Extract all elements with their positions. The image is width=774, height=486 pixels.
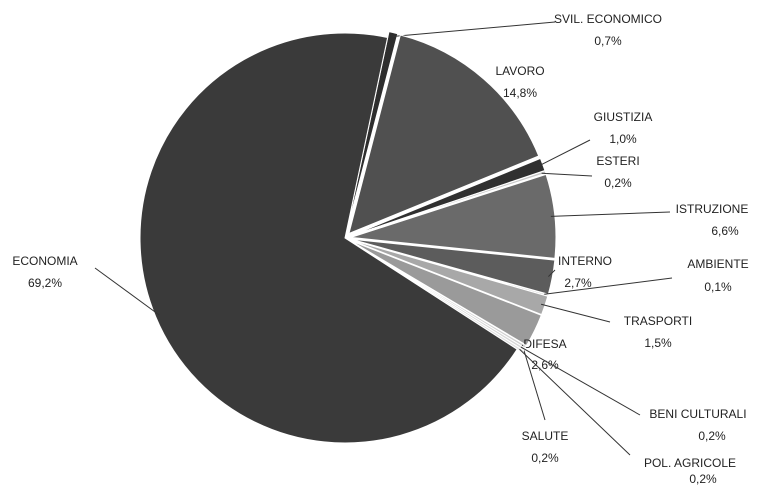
slice-label: SVIL. ECONOMICO	[554, 12, 662, 26]
leader-line	[548, 269, 556, 277]
leader-line	[550, 211, 671, 217]
value-label: 1,0%	[609, 132, 637, 146]
value-label: 1,5%	[644, 336, 672, 350]
slice-label: DIFESA	[523, 337, 566, 351]
pie-slice	[348, 34, 540, 235]
slice-label: SALUTE	[522, 429, 569, 443]
value-label: 69,2%	[28, 276, 62, 290]
value-label: 0,2%	[604, 176, 632, 190]
slice-label: GIUSTIZIA	[594, 110, 653, 124]
leader-line	[521, 344, 546, 421]
value-label: 0,7%	[594, 34, 622, 48]
leader-line	[541, 172, 593, 177]
value-label: 2,7%	[564, 276, 592, 290]
pie-slice	[350, 240, 542, 347]
value-label: 2,6%	[531, 358, 559, 372]
leader-line	[392, 21, 556, 38]
slice-label: ISTRUZIONE	[676, 202, 749, 216]
leader-line	[519, 348, 631, 456]
slice-label: LAVORO	[495, 64, 544, 78]
slice-label: AMBIENTE	[687, 257, 748, 271]
leader-line	[540, 303, 611, 323]
pie-slice	[139, 32, 518, 444]
pie-slice	[345, 31, 399, 233]
value-label: 0,2%	[689, 472, 717, 486]
value-label: 14,8%	[503, 86, 537, 100]
value-label: 0,2%	[531, 451, 559, 465]
leader-line	[538, 139, 591, 167]
slice-label: INTERNO	[558, 254, 612, 268]
leader-line	[94, 267, 160, 316]
slice-label: POL. AGRICOLE	[644, 456, 736, 470]
slice-label: TRASPORTI	[624, 314, 692, 328]
leader-line	[520, 346, 641, 416]
value-label: 0,2%	[698, 429, 726, 443]
value-label: 6,6%	[711, 224, 739, 238]
leader-line	[544, 277, 673, 295]
value-label: 0,1%	[704, 280, 732, 294]
slice-label: BENI CULTURALI	[649, 407, 746, 421]
slice-label: ECONOMIA	[12, 254, 77, 268]
slice-label: ESTERI	[596, 154, 639, 168]
